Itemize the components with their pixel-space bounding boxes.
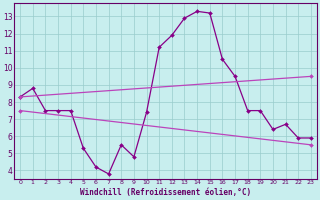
X-axis label: Windchill (Refroidissement éolien,°C): Windchill (Refroidissement éolien,°C) <box>80 188 251 197</box>
